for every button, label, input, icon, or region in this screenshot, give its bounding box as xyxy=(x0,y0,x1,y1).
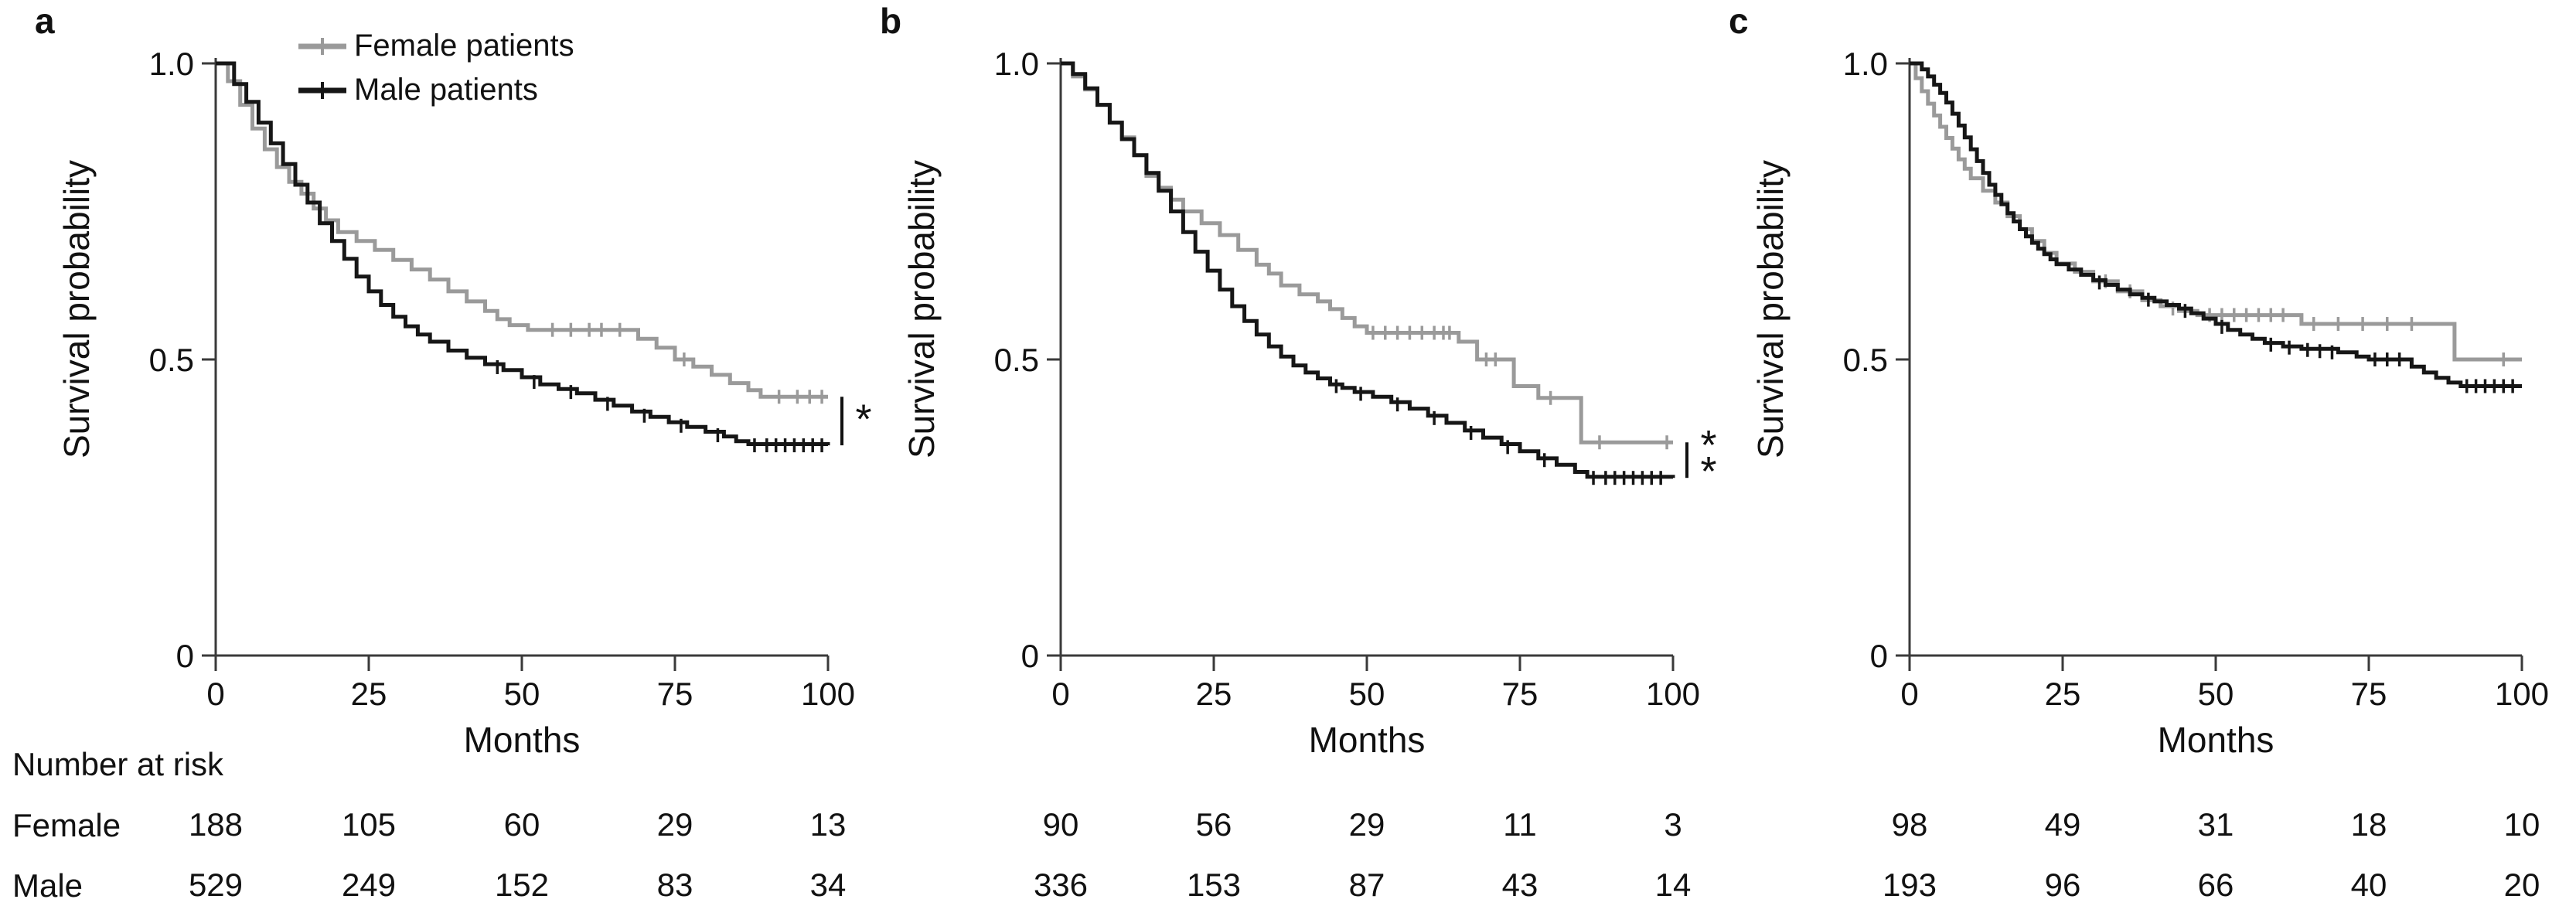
risk-row-label-male: Male xyxy=(12,867,83,904)
panel-c: 1.0 0.5 00 25 50 75 100 98 49 31 18 10 193 96 66 40 20 xyxy=(1843,46,2549,903)
x-axis-title-a: Months xyxy=(463,720,581,760)
risk-count-female: 3 xyxy=(1664,806,1682,843)
risk-count-female: 29 xyxy=(657,806,693,843)
x-axis-title-b: Months xyxy=(1308,720,1426,760)
risk-count-male: 34 xyxy=(810,867,847,903)
y-tick-label: 1.0 xyxy=(149,46,194,82)
panel-label-b: b xyxy=(880,1,902,41)
risk-count-female: 10 xyxy=(2504,806,2540,843)
risk-count-male: 96 xyxy=(2045,867,2081,903)
x-tick-label: 0 xyxy=(206,676,224,712)
risk-count-female: 56 xyxy=(1196,806,1232,843)
x-axis-title-c: Months xyxy=(2157,720,2274,760)
legend-label-female: Female patients xyxy=(354,29,574,63)
y-tick-label: 0.5 xyxy=(149,342,194,378)
panel-a: 1.0 0.5 00 25 50 75 100 188 105 60 29 13 529 249 152 83… xyxy=(149,38,872,903)
risk-count-female: 11 xyxy=(1503,806,1537,843)
x-tick-label: 50 xyxy=(504,676,540,712)
risk-count-female: 31 xyxy=(2198,806,2234,843)
risk-count-male: 43 xyxy=(1502,867,1538,903)
y-axis-title-b: Survival probability xyxy=(901,159,942,459)
km-curve-male xyxy=(1910,61,2522,388)
significance-asterisk: * xyxy=(1700,422,1716,468)
risk-count-male: 249 xyxy=(342,867,396,903)
risk-count-male: 87 xyxy=(1349,867,1385,903)
y-axis-title-c: Survival probability xyxy=(1750,159,1791,459)
risk-count-female: 60 xyxy=(504,806,540,843)
risk-count-male: 529 xyxy=(189,867,243,903)
km-curve-male xyxy=(216,61,830,446)
x-tick-label: 50 xyxy=(1349,676,1385,712)
x-tick-label: 0 xyxy=(1051,676,1069,712)
y-tick-label: 0 xyxy=(176,638,194,674)
km-curve-female xyxy=(1061,61,1673,444)
risk-count-male: 153 xyxy=(1187,867,1241,903)
x-tick-label: 100 xyxy=(2495,676,2549,712)
risk-count-female: 105 xyxy=(342,806,396,843)
risk-count-female: 49 xyxy=(2045,806,2081,843)
x-tick-label: 100 xyxy=(1646,676,1700,712)
panel-b: 1.0 0.5 00 25 50 75 100 90 56 29 11 3 336 153 87 43 14 ** xyxy=(994,46,1717,903)
km-curve-male xyxy=(1061,61,1675,479)
risk-table-header: Number at risk xyxy=(12,746,224,782)
x-tick-label: 100 xyxy=(801,676,855,712)
risk-count-male: 152 xyxy=(495,867,549,903)
significance-asterisk: * xyxy=(1700,448,1716,495)
risk-row-label-female: Female xyxy=(12,807,121,843)
panel-label-a: a xyxy=(35,1,55,41)
risk-count-female: 29 xyxy=(1349,806,1385,843)
risk-count-male: 14 xyxy=(1655,867,1692,903)
km-curve-female xyxy=(216,61,828,399)
risk-count-male: 336 xyxy=(1034,867,1088,903)
legend-label-male: Male patients xyxy=(354,73,538,107)
risk-count-male: 193 xyxy=(1883,867,1937,903)
x-tick-label: 50 xyxy=(2198,676,2234,712)
x-tick-label: 25 xyxy=(2045,676,2081,712)
y-tick-label: 0.5 xyxy=(994,342,1039,378)
x-tick-label: 75 xyxy=(657,676,693,712)
x-tick-label: 75 xyxy=(1502,676,1538,712)
risk-count-female: 18 xyxy=(2351,806,2387,843)
y-axis-title-a: Survival probability xyxy=(56,159,97,459)
risk-count-male: 40 xyxy=(2351,867,2387,903)
risk-count-male: 66 xyxy=(2198,867,2234,903)
risk-count-female: 98 xyxy=(1892,806,1928,843)
x-tick-label: 0 xyxy=(1900,676,1918,712)
risk-count-female: 13 xyxy=(810,806,847,843)
risk-count-male: 20 xyxy=(2504,867,2540,903)
x-tick-label: 25 xyxy=(1196,676,1232,712)
y-tick-label: 0 xyxy=(1870,638,1888,674)
risk-count-female: 188 xyxy=(189,806,243,843)
y-tick-label: 0.5 xyxy=(1843,342,1888,378)
x-tick-label: 25 xyxy=(351,676,387,712)
risk-count-female: 90 xyxy=(1043,806,1079,843)
risk-count-male: 83 xyxy=(657,867,693,903)
y-tick-label: 1.0 xyxy=(994,46,1039,82)
significance-asterisk: * xyxy=(855,397,871,443)
panel-label-c: c xyxy=(1729,1,1749,41)
x-tick-label: 75 xyxy=(2351,676,2387,712)
km-curve-female xyxy=(1910,61,2522,362)
y-tick-label: 1.0 xyxy=(1843,46,1888,82)
y-tick-label: 0 xyxy=(1021,638,1039,674)
